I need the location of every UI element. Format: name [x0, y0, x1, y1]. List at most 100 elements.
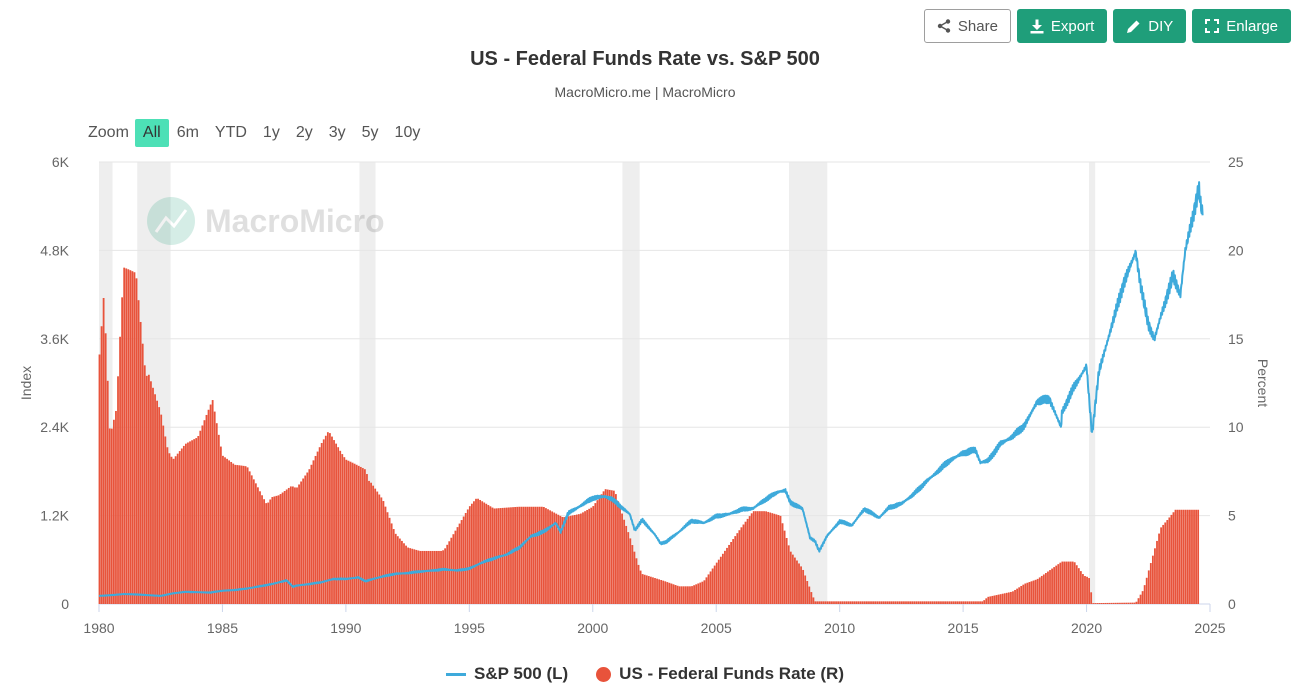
fed-funds-column [316, 451, 319, 604]
fed-funds-column [1022, 584, 1025, 604]
fed-funds-column [1088, 578, 1091, 604]
fed-funds-column [952, 601, 955, 604]
zoom-all-button[interactable]: All [134, 119, 169, 147]
fed-funds-column [331, 436, 333, 604]
fed-funds-column [419, 550, 422, 604]
fed-funds-column [1082, 574, 1084, 604]
fed-funds-column [540, 506, 543, 604]
fed-funds-column [682, 586, 685, 604]
fed-funds-column [1176, 509, 1179, 604]
diy-button[interactable]: DIY [1113, 9, 1187, 43]
fed-funds-column [999, 594, 1002, 604]
fed-funds-column [658, 579, 661, 604]
fed-funds-column [102, 297, 105, 604]
fed-funds-column [1117, 602, 1119, 604]
fed-funds-column [752, 511, 755, 604]
fed-funds-column [341, 454, 344, 604]
fed-funds-column [668, 582, 671, 604]
fed-funds-column [649, 576, 652, 604]
fed-funds-column [962, 601, 965, 604]
fed-funds-column [816, 601, 819, 604]
fed-funds-column [894, 601, 897, 604]
watermark-logo: MacroMicro [147, 197, 385, 245]
fed-funds-column [370, 482, 372, 604]
zoom-2y-button[interactable]: 2y [295, 124, 313, 141]
fed-funds-column [744, 521, 747, 604]
fed-funds-column [1158, 533, 1160, 604]
fed-funds-column [359, 466, 362, 604]
zoom-1y-button[interactable]: 1y [262, 124, 280, 141]
fed-funds-column [162, 425, 165, 604]
fed-funds-column [209, 404, 212, 604]
fed-funds-column [357, 465, 360, 604]
fed-funds-column [767, 511, 770, 604]
zoom-3y-button[interactable]: 3y [328, 124, 346, 141]
fed-funds-column [575, 514, 578, 604]
fed-funds-column [633, 551, 636, 604]
fed-funds-column [131, 271, 134, 604]
fed-funds-column [761, 511, 763, 604]
share-button[interactable]: Share [923, 9, 1011, 43]
fed-funds-column [654, 578, 656, 604]
fed-funds-columns [98, 267, 1200, 604]
fed-funds-column [666, 582, 669, 604]
fed-funds-column [178, 451, 181, 604]
enlarge-button[interactable]: Enlarge [1192, 9, 1291, 43]
fed-funds-column [783, 530, 786, 604]
x-tick-label: 1990 [330, 620, 361, 636]
zoom-ytd-button[interactable]: YTD [214, 124, 247, 141]
fed-funds-column [890, 601, 893, 604]
legend-item-fed-funds[interactable]: US - Federal Funds Rate (R) [596, 664, 844, 684]
fed-funds-column [236, 465, 239, 604]
fed-funds-column [1151, 555, 1154, 604]
fed-funds-column [847, 601, 850, 604]
fed-funds-column [645, 575, 648, 604]
fed-funds-column [337, 447, 340, 604]
export-button[interactable]: Export [1016, 9, 1108, 43]
fed-funds-column [320, 443, 323, 604]
fed-funds-column [1077, 568, 1080, 604]
fed-funds-column [863, 601, 866, 604]
fed-funds-column [1197, 509, 1200, 604]
fed-funds-column [843, 601, 846, 604]
fed-funds-column [446, 544, 449, 604]
fed-funds-column [129, 270, 132, 604]
fed-funds-column [1096, 603, 1099, 604]
fed-funds-column [355, 464, 358, 604]
zoom-10y-button[interactable]: 10y [394, 124, 421, 141]
fed-funds-column [372, 485, 375, 604]
fed-funds-column [855, 601, 858, 604]
fed-funds-column [754, 511, 757, 604]
legend-item-sp500[interactable]: S&P 500 (L) [446, 664, 568, 684]
fed-funds-column [802, 569, 805, 604]
fed-funds-column [913, 601, 916, 604]
fed-funds-column [1141, 591, 1144, 604]
fed-funds-column [565, 516, 568, 604]
fed-funds-column [230, 461, 233, 604]
fed-funds-column [310, 464, 313, 604]
fed-funds-column [427, 550, 430, 604]
fed-funds-column [1102, 602, 1105, 604]
fed-funds-column [818, 601, 821, 604]
zoom-6m-button[interactable]: 6m [176, 124, 199, 141]
fed-funds-column [489, 506, 492, 604]
fed-funds-column [242, 465, 245, 604]
fed-funds-column [215, 423, 218, 604]
fed-funds-column [972, 601, 975, 604]
fed-funds-column [1063, 561, 1066, 604]
fed-funds-column [991, 595, 994, 604]
fed-funds-column [676, 585, 679, 604]
fed-funds-column [1094, 603, 1097, 604]
fed-funds-column [571, 515, 574, 604]
zoom-5y-button[interactable]: 5y [361, 124, 379, 141]
fed-funds-column [275, 495, 278, 604]
fed-funds-column [1014, 589, 1016, 604]
fed-funds-column [831, 601, 833, 604]
fed-funds-column [283, 491, 286, 604]
fed-funds-column [1001, 593, 1004, 604]
fed-funds-column [454, 530, 457, 604]
fed-funds-column [1092, 603, 1095, 604]
fed-funds-column [868, 601, 870, 604]
fed-funds-column [520, 506, 523, 604]
